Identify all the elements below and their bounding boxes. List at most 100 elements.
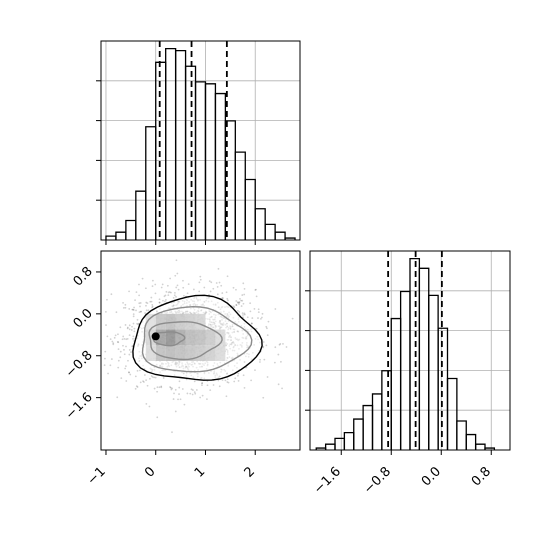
scatter-point xyxy=(106,298,108,301)
scatter-point xyxy=(262,346,264,349)
scatter-point xyxy=(123,353,126,356)
scatter-point xyxy=(153,376,156,379)
scatter-point xyxy=(218,281,221,284)
scatter-point xyxy=(235,304,238,307)
scatter-point xyxy=(201,382,204,384)
scatter-point xyxy=(216,293,219,296)
scatter-point xyxy=(124,306,127,309)
scatter-point xyxy=(266,376,269,378)
scatter-point xyxy=(131,345,134,348)
scatter-point xyxy=(239,297,241,300)
scatter-point xyxy=(119,326,122,329)
scatter-point xyxy=(128,371,130,374)
scatter-point xyxy=(154,292,157,295)
scatter-point xyxy=(217,379,220,382)
scatter-point xyxy=(139,369,141,372)
y-hist-bin-16 xyxy=(465,433,477,450)
scatter-point xyxy=(163,295,166,298)
scatter-point xyxy=(168,291,171,293)
scatter-point xyxy=(132,309,135,311)
y-hist-bin-3 xyxy=(343,431,355,450)
scatter-point xyxy=(145,309,148,312)
scatter-point xyxy=(210,281,213,284)
scatter-point xyxy=(126,337,129,340)
scatter-point xyxy=(199,396,202,399)
scatter-point xyxy=(240,305,243,307)
scatter-point xyxy=(194,392,197,395)
scatter-point xyxy=(225,395,228,398)
scatter-point xyxy=(242,316,244,319)
scatter-point xyxy=(104,357,106,360)
scatter-point xyxy=(123,338,126,340)
scatter-point xyxy=(203,286,206,289)
scatter-xtick-label-0: −1 xyxy=(85,464,109,488)
scatter-point xyxy=(132,335,135,338)
scatter-point xyxy=(145,379,148,382)
scatter-point xyxy=(217,267,220,270)
scatter-point xyxy=(182,286,185,289)
scatter-point xyxy=(112,343,115,346)
scatter-point xyxy=(138,294,141,297)
scatter-point xyxy=(238,310,241,313)
x-hist-bin-4 xyxy=(145,126,157,240)
scatter-point xyxy=(160,386,163,389)
scatter-point xyxy=(241,312,244,315)
scatter-point xyxy=(143,381,145,383)
scatter-point xyxy=(233,380,236,383)
scatter-point xyxy=(175,259,178,262)
scatter-point xyxy=(242,302,245,305)
scatter-point xyxy=(122,301,124,304)
scatter-point xyxy=(145,402,148,405)
scatter-point xyxy=(128,290,130,293)
scatter-point xyxy=(110,293,113,296)
scatter-point xyxy=(165,290,168,293)
scatter-point xyxy=(128,324,131,327)
scatter-point xyxy=(198,290,201,293)
scatter-point xyxy=(222,297,224,299)
scatter-point xyxy=(68,333,70,335)
scatter-point xyxy=(242,374,245,377)
scatter-point xyxy=(263,358,266,361)
scatter-point xyxy=(209,389,212,392)
scatter-point xyxy=(191,393,194,396)
scatter-point xyxy=(235,300,238,302)
scatter-point xyxy=(171,387,174,390)
x-hist-bin-2 xyxy=(125,219,137,240)
scatter-point xyxy=(233,306,236,309)
y-hist-bin-2 xyxy=(334,437,346,450)
scatter-point xyxy=(125,345,127,348)
scatter-point xyxy=(238,301,241,304)
scatter-point xyxy=(235,303,238,306)
scatter-point xyxy=(112,342,115,345)
scatter-point xyxy=(181,388,184,390)
scatter-point xyxy=(234,377,237,380)
scatter-point xyxy=(255,295,258,298)
scatter-point xyxy=(125,338,128,341)
scatter-xtick-label-1: 0 xyxy=(142,464,158,480)
scatter-point xyxy=(106,335,109,338)
scatter-point xyxy=(145,301,148,304)
scatter-point xyxy=(285,346,288,348)
scatter-point xyxy=(243,313,246,316)
scatter-point xyxy=(139,302,142,304)
scatter-point xyxy=(237,372,240,375)
scatter-point xyxy=(96,331,98,333)
scatter-point xyxy=(245,366,248,369)
scatter-point xyxy=(206,398,208,401)
scatter-point xyxy=(104,350,107,353)
scatter-ytick-label-3: 0.8 xyxy=(71,264,96,289)
scatter-point xyxy=(220,284,223,287)
scatter-point xyxy=(146,384,149,387)
scatter-point xyxy=(109,338,112,341)
scatter-point xyxy=(179,398,182,401)
scatter-point xyxy=(255,327,258,330)
scatter-point xyxy=(187,283,190,286)
scatter-point xyxy=(138,283,140,286)
scatter-point xyxy=(138,302,141,305)
scatter-point xyxy=(137,323,140,326)
scatter-point xyxy=(119,356,122,359)
scatter-point xyxy=(130,351,132,353)
scatter-point xyxy=(156,390,159,393)
scatter-point xyxy=(171,431,173,434)
scatter-point xyxy=(174,291,176,294)
